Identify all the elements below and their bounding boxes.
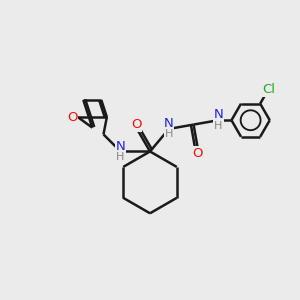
- Text: Cl: Cl: [262, 83, 275, 97]
- Text: N: N: [116, 140, 125, 153]
- Text: N: N: [213, 108, 223, 122]
- Text: H: H: [214, 121, 222, 130]
- Text: O: O: [67, 110, 78, 124]
- Text: O: O: [192, 147, 202, 160]
- Text: O: O: [131, 118, 142, 131]
- Text: H: H: [165, 129, 173, 139]
- Text: N: N: [164, 117, 174, 130]
- Text: H: H: [116, 152, 125, 162]
